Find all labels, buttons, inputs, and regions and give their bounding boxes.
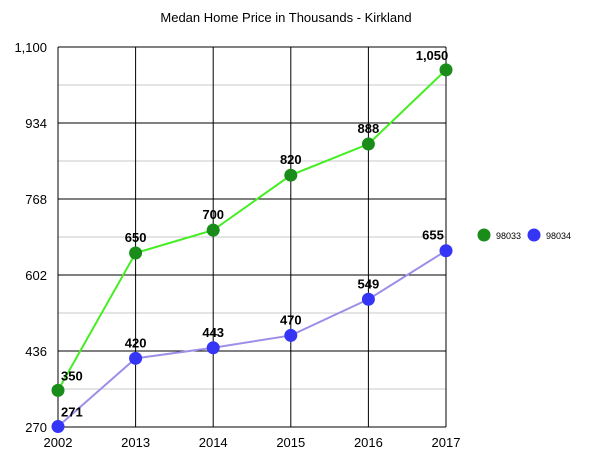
data-label: 271 [61, 405, 83, 420]
data-point-98034 [51, 420, 65, 434]
data-label: 1,050 [416, 48, 449, 63]
legend-label: 98034 [546, 231, 571, 241]
data-label: 420 [125, 335, 147, 350]
series-line-98033 [57, 69, 447, 391]
legend: 98033 98034 [477, 228, 571, 242]
y-tick-label: 602 [25, 268, 47, 283]
x-tick-label: 2013 [121, 435, 150, 450]
data-point-98033 [129, 246, 143, 260]
y-tick-label: 270 [25, 420, 47, 435]
data-label: 650 [125, 230, 147, 245]
data-label: 549 [358, 276, 380, 291]
data-point-98033 [284, 168, 298, 182]
series-line-98034 [57, 249, 447, 428]
data-label: 443 [202, 325, 224, 340]
data-point-98034 [439, 244, 453, 258]
data-label: 820 [280, 152, 302, 167]
data-point-98034 [129, 351, 143, 365]
data-label: 655 [422, 228, 444, 243]
data-label: 888 [358, 121, 380, 136]
series [51, 63, 453, 434]
data-point-98034 [361, 292, 375, 306]
legend-marker-98034 [527, 228, 541, 242]
y-tick-label: 1,100 [14, 40, 47, 55]
data-label: 470 [280, 312, 302, 327]
y-tick-label: 436 [25, 344, 47, 359]
data-point-98033 [206, 223, 220, 237]
y-tick-label: 768 [25, 192, 47, 207]
x-tick-label: 2014 [199, 435, 228, 450]
data-label: 700 [202, 207, 224, 222]
data-labels: 350 650 700 820 888 1,050 271 420 443 470 549 655 [61, 48, 448, 420]
legend-marker-98033 [477, 228, 491, 242]
axes: 270 436 602 768 934 1,100 2002 2013 2014 2015 2016… [14, 40, 460, 450]
x-tick-label: 2016 [354, 435, 383, 450]
chart-title: Medan Home Price in Thousands - Kirkland [160, 10, 411, 25]
data-label: 350 [61, 368, 83, 383]
data-point-98033 [51, 383, 65, 397]
y-tick-label: 934 [25, 116, 47, 131]
data-point-98033 [439, 63, 453, 77]
grid [57, 46, 447, 428]
legend-label: 98033 [496, 231, 521, 241]
data-point-98033 [361, 137, 375, 151]
data-point-98034 [284, 328, 298, 342]
x-tick-label: 2017 [432, 435, 461, 450]
x-tick-label: 2002 [44, 435, 73, 450]
data-point-98034 [206, 341, 220, 355]
x-tick-label: 2015 [276, 435, 305, 450]
